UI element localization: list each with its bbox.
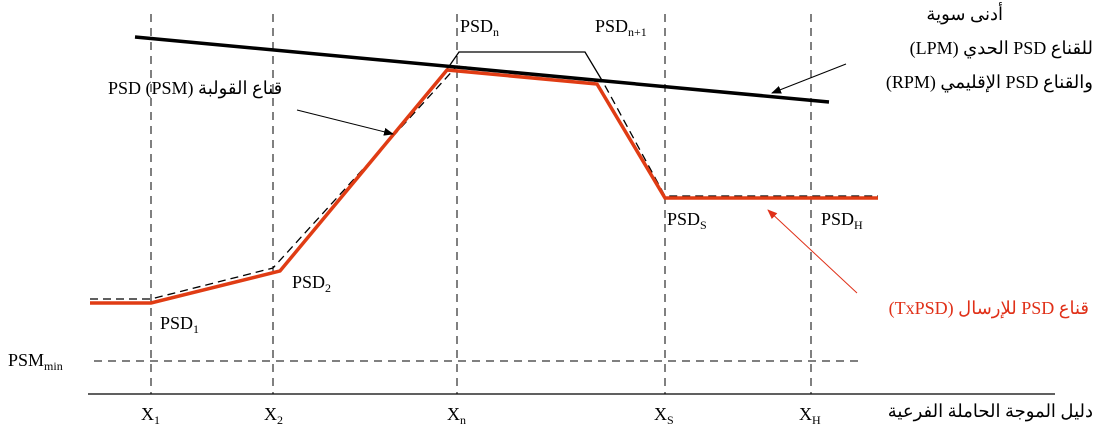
psd-n-plateau	[442, 51, 604, 83]
label-psd-s: PSDS	[667, 209, 707, 235]
x-tick-2: X2	[264, 404, 283, 430]
label-psd-n: PSDn	[460, 16, 499, 42]
label-psd-h-base: PSD	[821, 209, 855, 229]
txpsd-label-arrow	[767, 209, 858, 294]
label-psd-h-sub: H	[854, 218, 863, 232]
limit-mask-line-3: والقناع PSD الإقليمي (RPM)	[885, 72, 1093, 92]
x-tick-s: XS	[654, 404, 674, 430]
x-tick-n-sub: n	[460, 413, 466, 427]
label-psd-1-base: PSD	[160, 313, 194, 333]
x-tick-2-base: X	[264, 404, 277, 424]
label-psd-2-base: PSD	[292, 272, 326, 292]
label-psd-2: PSD2	[292, 272, 331, 298]
vertical-guides	[150, 14, 812, 394]
x-tick-2-sub: 2	[277, 413, 283, 427]
label-psd-s-sub: S	[700, 218, 707, 232]
label-psd-n-base: PSD	[460, 16, 494, 36]
label-psm-min: PSMmin	[8, 350, 63, 376]
x-tick-h-base: X	[799, 404, 812, 424]
x-tick-1: X1	[141, 404, 160, 430]
label-psd-1-sub: 1	[193, 322, 200, 336]
x-tick-h-sub: H	[812, 413, 821, 427]
label-psd-1: PSD1	[160, 313, 199, 339]
txpsd-line	[90, 68, 878, 305]
label-psd-n1: PSDn+1	[595, 16, 647, 42]
x-tick-s-sub: S	[667, 413, 674, 427]
label-psd-2-sub: 2	[325, 281, 332, 295]
label-psd-h: PSDH	[821, 209, 863, 235]
label-psd-n-sub: n	[493, 25, 500, 39]
label-psd-n1-base: PSD	[595, 16, 629, 36]
label-psd-n1-sub: n+1	[628, 25, 647, 39]
label-psd-s-base: PSD	[667, 209, 701, 229]
label-psm-min-sub: min	[44, 359, 63, 373]
x-axis-title: دليل الموجة الحاملة الفرعية	[887, 401, 1093, 421]
x-tick-n-base: X	[447, 404, 460, 424]
x-tick-n: Xn	[447, 404, 466, 430]
limit-mask-line-1: أدنى سوية	[926, 4, 1003, 24]
limit-label-arrow	[771, 63, 847, 94]
limit-mask-line	[134, 35, 830, 104]
limit-mask-line-2: للقناع PSD الحدي (LPM)	[909, 38, 1093, 58]
label-psm-min-base: PSM	[8, 350, 45, 370]
psm-label-arrow	[296, 109, 394, 136]
x-tick-h: XH	[799, 404, 821, 430]
psm-mask-label: قناع القولبة PSD (PSM)	[108, 78, 283, 98]
txpsd-mask-label: قناع PSD للإرسال (TxPSD)	[888, 298, 1089, 318]
x-tick-1-sub: 1	[154, 413, 160, 427]
psm-mask-line	[90, 65, 878, 300]
x-tick-1-base: X	[141, 404, 154, 424]
x-tick-s-base: X	[654, 404, 667, 424]
